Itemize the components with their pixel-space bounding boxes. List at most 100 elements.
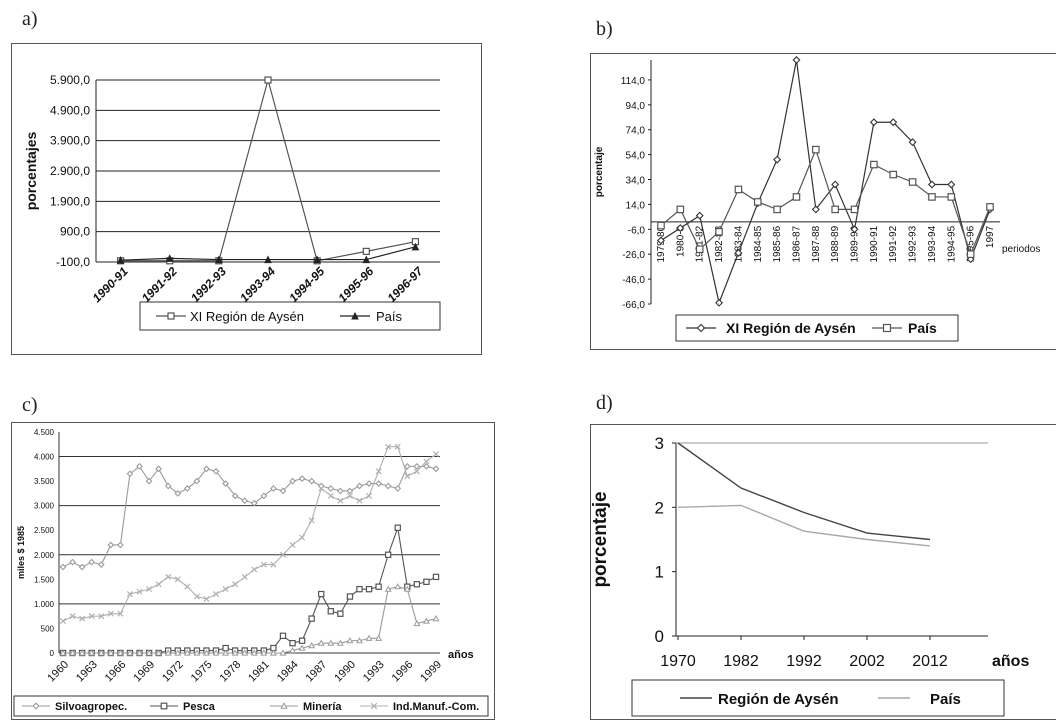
panel-b-xtick: 1989-90 (850, 225, 861, 262)
panel-c-series-0-point (183, 485, 191, 492)
panel-c-label: c) (22, 394, 38, 416)
panel-c-series-2-point (422, 617, 430, 624)
panel-a-ytick: -100,0 (56, 255, 90, 269)
panel-c-ytick: 500 (41, 624, 55, 633)
panel-c-series-3-point (126, 591, 133, 598)
panel-c-series-2-point (308, 642, 316, 649)
panel-c-series-0-point (298, 475, 306, 483)
panel-c-series-0-point (403, 462, 411, 470)
panel-c-series-2-point (241, 649, 249, 656)
panel-c-series-0-point (117, 541, 124, 549)
panel-b-series-1-point (792, 193, 801, 201)
panel-c-ytick: 4.000 (34, 453, 55, 462)
panel-b-series-0-point (734, 248, 743, 257)
panel-a-ytick: 2.900,0 (50, 164, 90, 178)
panel-a-ytick: 900,0 (60, 225, 90, 239)
panel-b-series-0-point (908, 138, 917, 147)
panel-c-series-3-point (88, 613, 95, 620)
panel-a-legend-label: País (376, 309, 403, 324)
panel-b-ytick: 34,0 (626, 176, 646, 187)
panel-c-series-3-point (184, 583, 191, 590)
panel-c-ytick: 1.500 (34, 575, 55, 584)
panel-b-series-1-point (928, 193, 936, 201)
panel-d-label: d) (596, 392, 613, 414)
panel-b-ytick: -66,0 (622, 300, 645, 311)
panel-c-series-0-point (145, 477, 153, 485)
panel-c-series-3-point (423, 458, 430, 465)
panel-b-ytick: -26,0 (622, 250, 645, 261)
panel-c-series-3-point (299, 534, 306, 541)
panel-c-series-3-point (251, 566, 258, 573)
panel-c-series-0-point (59, 563, 67, 571)
panel-c-series-1-point (365, 585, 373, 593)
panel-b-legend-marker (882, 323, 892, 333)
panel-c-series-2-point (356, 637, 363, 644)
panel-a-legend-marker (351, 311, 359, 320)
panel-c-series-3-point (155, 581, 162, 588)
panel-b-series-1-point (986, 203, 994, 211)
panel-a-legend-label: XI Región de Aysén (190, 309, 304, 324)
panel-b-series-1-point (773, 205, 781, 214)
panel-c-series-0-point (203, 465, 210, 473)
panel-c-series-3-point (327, 492, 334, 499)
panel-c-series-3-point (69, 613, 76, 620)
panel-c-series-0-point (365, 480, 373, 487)
panel-a-label: a) (22, 8, 38, 30)
panel-a-series-1-point (411, 242, 420, 251)
panel-c-series-3-point (98, 613, 105, 620)
panel-a-ylabel: porcentajes (23, 131, 39, 210)
panel-c-series-0-point (88, 558, 96, 566)
panel-b-frame (590, 53, 1056, 350)
panel-c-series-2-point (375, 634, 383, 641)
panel-b-xtick: 1994-95 (946, 225, 957, 262)
panel-a-series-1-point (362, 255, 371, 264)
panel-b-xtick: 1992-93 (908, 225, 919, 262)
panel-b-legend-label: País (908, 320, 937, 336)
panel-c-series-0-point (250, 499, 258, 507)
panel-b-ytick: -46,0 (622, 275, 645, 286)
panel-c-series-2-point (145, 649, 153, 656)
panel-c-series-3-point (165, 573, 172, 580)
panel-b-series-0-point (811, 205, 820, 214)
panel-b-series-1-point (947, 193, 956, 201)
panel-c-series-2-point (365, 634, 373, 641)
panel-b-xtick: 1986-87 (791, 225, 802, 262)
panel-c-legend-marker (160, 702, 168, 710)
panel-c-series-0-point (336, 487, 344, 495)
panel-c-series-3-point (117, 610, 124, 617)
panel-a-ytick: 3.900,0 (50, 134, 90, 148)
panel-b-ytick: -6,0 (628, 225, 646, 236)
panel-c-series-0-point (308, 477, 316, 485)
panel-c-ytick: 2.500 (34, 526, 55, 535)
panel-c-series-3-point (404, 473, 411, 480)
panel-c-series-3-point (203, 595, 210, 603)
panel-c-series-3-point (59, 618, 67, 625)
panel-c-series-2-point (432, 614, 440, 622)
panel-c-series-2-point (88, 649, 96, 656)
panel-b-series-1-point (715, 227, 723, 236)
panel-c-series-0-point (394, 485, 402, 492)
panel-c-series-2-point (174, 649, 182, 656)
panel-a-series-0-point (362, 247, 370, 255)
panel-c-ytick: 1.000 (34, 600, 55, 609)
panel-b-ytick: 14,0 (626, 200, 646, 211)
panel-c-ytick: 4.500 (34, 428, 55, 437)
panel-c-legend-marker (370, 702, 378, 710)
panel-d-ytick: 1 (655, 563, 664, 582)
panel-b-series-1-point (734, 185, 743, 194)
panel-c-series-1-point (423, 578, 430, 585)
panel-c-series-3-point (222, 586, 229, 593)
panel-c-series-1-point (346, 593, 354, 600)
panel-c-ytick: 3.500 (34, 477, 55, 486)
panel-c-series-3-point (356, 497, 363, 504)
panel-c-series-0-point (231, 492, 239, 500)
panel-c-series-2-point (346, 637, 354, 644)
panel-c-series-1-point (327, 608, 334, 615)
panel-c-series-2-point (212, 649, 220, 656)
panel-c-series-2-point (413, 619, 421, 627)
panel-c-series-0-point (413, 462, 421, 470)
panel-c-ytick: 3.000 (34, 502, 55, 511)
panel-c-series-0-point (432, 465, 440, 473)
panel-b-series-0-point (831, 180, 840, 189)
